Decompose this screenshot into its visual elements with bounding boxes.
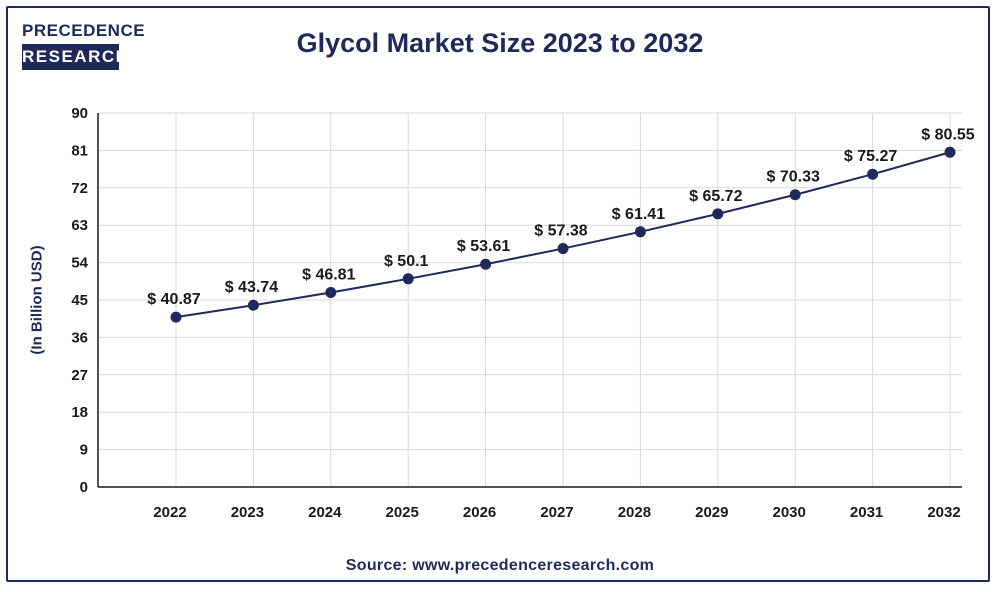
brand-logo: PRECEDENCE RESEARCH bbox=[22, 19, 146, 71]
data-label: $ 80.55 bbox=[921, 126, 974, 143]
data-point bbox=[867, 168, 879, 180]
x-tick-label: 2023 bbox=[231, 504, 264, 521]
y-tick-label: 45 bbox=[71, 292, 88, 309]
data-point bbox=[170, 311, 182, 323]
y-tick-label: 72 bbox=[71, 180, 88, 197]
data-label: $ 40.87 bbox=[147, 291, 200, 308]
data-label: $ 61.41 bbox=[612, 206, 665, 223]
y-tick-label: 63 bbox=[71, 217, 88, 234]
data-label: $ 46.81 bbox=[302, 266, 355, 283]
data-label: $ 50.1 bbox=[384, 253, 429, 270]
data-labels: $ 40.87 $ 43.74 $ 46.81 $ 50.1 $ 53.61 $ 57.3… bbox=[147, 126, 974, 308]
x-tick-label: 2031 bbox=[850, 504, 883, 521]
data-point bbox=[247, 299, 259, 311]
chart-title: Glycol Market Size 2023 to 2032 bbox=[296, 28, 704, 58]
logo-line-2: RESEARCH bbox=[22, 44, 128, 70]
x-tick-label: 2025 bbox=[386, 504, 419, 521]
y-tick-label: 90 bbox=[71, 105, 88, 122]
data-label: $ 65.72 bbox=[689, 188, 742, 205]
y-tick-label: 81 bbox=[71, 142, 88, 159]
x-tick-label: 2026 bbox=[463, 504, 496, 521]
data-point bbox=[325, 286, 337, 298]
x-tick-label: 2022 bbox=[153, 504, 186, 521]
y-tick-label: 54 bbox=[71, 255, 88, 272]
x-tick-label: 2024 bbox=[308, 504, 342, 521]
data-points bbox=[170, 146, 956, 323]
axes bbox=[97, 113, 962, 488]
y-tick-labels: 0 9 18 27 36 45 54 63 72 81 90 bbox=[71, 105, 88, 496]
x-tick-labels: 2022 2023 2024 2025 2026 2027 2028 2029 2030 2031… bbox=[153, 504, 960, 521]
x-tick-label: 2029 bbox=[695, 504, 728, 521]
data-point bbox=[557, 243, 569, 255]
y-tick-label: 27 bbox=[71, 367, 88, 384]
y-tick-label: 18 bbox=[71, 404, 88, 421]
data-label: $ 43.74 bbox=[225, 279, 278, 296]
data-label: $ 53.61 bbox=[457, 238, 510, 255]
x-tick-label: 2027 bbox=[540, 504, 573, 521]
data-point bbox=[712, 208, 724, 220]
x-tick-label: 2030 bbox=[773, 504, 806, 521]
data-point bbox=[634, 226, 646, 238]
source-note: Source: www.precedenceresearch.com bbox=[345, 557, 655, 574]
data-label: $ 75.27 bbox=[844, 148, 897, 165]
grid-lines bbox=[98, 112, 962, 487]
y-tick-label: 0 bbox=[80, 479, 88, 496]
y-tick-label: 36 bbox=[71, 329, 88, 346]
data-label: $ 57.38 bbox=[534, 223, 587, 240]
chart-frame bbox=[6, 6, 990, 582]
logo-line-1: PRECEDENCE bbox=[22, 21, 146, 40]
data-point bbox=[480, 258, 492, 270]
y-tick-label: 9 bbox=[80, 442, 88, 459]
data-point bbox=[789, 189, 801, 201]
x-tick-label: 2032 bbox=[927, 504, 960, 521]
x-tick-label: 2028 bbox=[618, 504, 651, 521]
data-point bbox=[402, 273, 414, 285]
data-label: $ 70.33 bbox=[767, 169, 820, 186]
data-point bbox=[944, 146, 956, 158]
